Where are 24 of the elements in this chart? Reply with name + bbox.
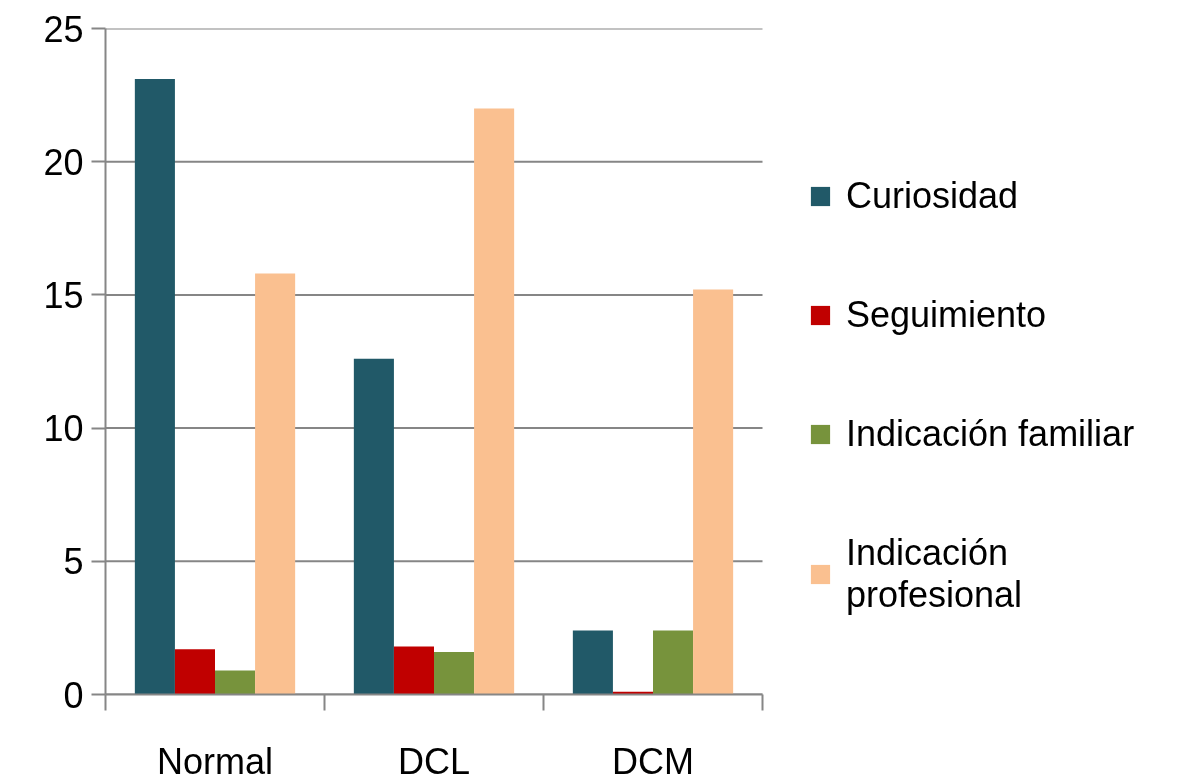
x-tick-label: DCM [612, 740, 694, 782]
bar [474, 108, 515, 695]
bar [255, 273, 296, 695]
bar [653, 630, 694, 695]
bar [393, 646, 434, 695]
x-tick-label: Normal [156, 740, 274, 782]
legend-label: Indicación familiar [846, 413, 1135, 455]
y-tick-label: 25 [43, 8, 84, 50]
bar [434, 651, 475, 695]
legend-label: Seguimiento [846, 294, 1047, 336]
y-tick-label: 15 [43, 274, 84, 316]
bar [215, 670, 256, 695]
bar [134, 79, 175, 695]
x-tick-label: DCL [397, 740, 471, 782]
bar [693, 289, 734, 695]
legend-label: Indicación profesional [846, 532, 1023, 616]
y-tick-label: 10 [43, 408, 84, 450]
bar [174, 649, 215, 695]
bar [572, 630, 613, 695]
y-tick-label: 20 [43, 141, 84, 183]
legend-label: Curiosidad [846, 175, 1019, 217]
y-tick-label: 5 [63, 541, 84, 583]
bar [353, 358, 394, 695]
y-tick-label: 0 [63, 674, 84, 716]
